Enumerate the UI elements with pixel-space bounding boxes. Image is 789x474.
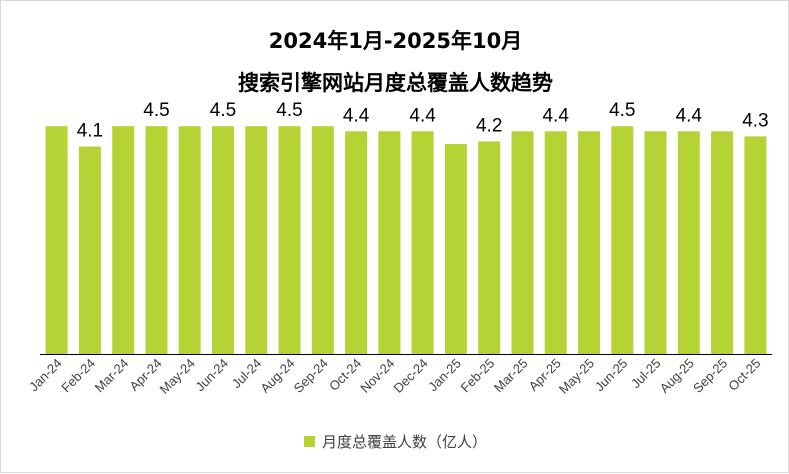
bar-May-24	[178, 126, 201, 354]
x-tick-label: Jan-24	[26, 356, 65, 395]
x-tick-label: Dec-24	[390, 356, 430, 396]
bar-Aug-25	[677, 131, 700, 354]
bar-Sep-25	[711, 131, 734, 354]
bar-Jul-25	[644, 131, 667, 354]
x-tick-label: Sep-24	[291, 356, 331, 396]
bar-Oct-25	[744, 136, 767, 354]
bar-Jul-24	[245, 126, 268, 354]
x-tick-label: Feb-25	[458, 356, 498, 396]
bar-Feb-25	[478, 141, 501, 354]
x-tick-label: Sep-25	[690, 356, 730, 396]
x-tick-label: May-24	[157, 356, 198, 397]
bar-Sep-24	[311, 126, 334, 354]
x-tick-label: Oct-24	[326, 356, 364, 394]
bar-Apr-25	[544, 131, 567, 354]
x-tick-label: Aug-24	[257, 356, 297, 396]
x-tick-label: Jan-25	[425, 356, 464, 395]
x-tick-label: Feb-24	[58, 356, 98, 396]
data-label: 4.5	[210, 100, 236, 121]
data-label: 4.1	[77, 121, 103, 142]
data-label: 4.4	[409, 105, 436, 126]
data-label: 4.5	[276, 100, 302, 121]
bar-Nov-24	[378, 131, 401, 354]
bar-Aug-24	[278, 126, 301, 354]
legend: 月度总覆盖人数（亿人）	[1, 431, 789, 452]
data-label: 4.3	[742, 110, 768, 131]
bar-Jan-25	[444, 144, 467, 354]
bar-Feb-24	[78, 146, 101, 354]
bar-Apr-24	[145, 126, 168, 354]
bar-Mar-24	[112, 126, 135, 354]
chart-subtitle: 搜索引擎网站月度总覆盖人数趋势	[238, 71, 553, 95]
bar-Mar-25	[511, 131, 534, 354]
bar-Jun-24	[212, 126, 234, 354]
data-label: 4.4	[542, 105, 569, 126]
bar-Dec-24	[411, 131, 434, 354]
x-tick-label: May-25	[556, 356, 597, 397]
data-label: 4.5	[143, 100, 169, 121]
data-label: 4.2	[476, 115, 502, 136]
x-tick-label: Jun-24	[192, 356, 231, 395]
chart-title: 2024年1月-2025年10月	[268, 29, 523, 53]
bar-Oct-24	[345, 131, 368, 354]
x-tick-label: Oct-25	[725, 356, 763, 394]
bar-Jun-25	[611, 126, 634, 354]
x-tick-label: Mar-24	[92, 356, 132, 396]
data-label: 4.5	[609, 100, 635, 121]
bar-Jan-24	[45, 126, 68, 354]
data-label: 4.4	[343, 105, 370, 126]
data-label: 4.4	[676, 105, 703, 126]
x-tick-label: Nov-24	[357, 356, 397, 396]
legend-label: 月度总覆盖人数（亿人）	[321, 433, 487, 451]
legend-swatch	[303, 436, 315, 447]
bar-May-25	[578, 131, 600, 354]
x-tick-label: Mar-25	[491, 356, 531, 396]
x-tick-label: Aug-25	[657, 356, 697, 396]
x-tick-label: Jun-25	[592, 356, 631, 395]
